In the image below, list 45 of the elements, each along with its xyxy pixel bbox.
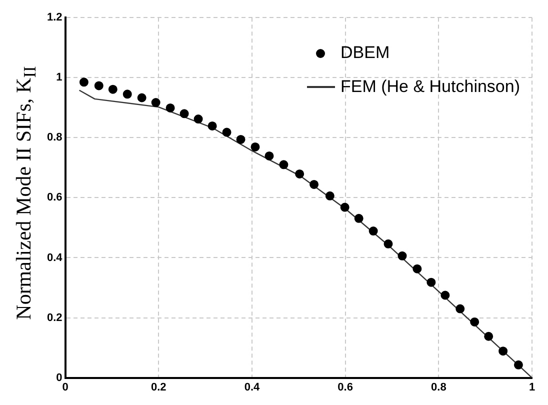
x-tick-label: 0.4	[244, 381, 260, 394]
point	[354, 214, 364, 223]
point	[279, 160, 288, 170]
point	[412, 264, 422, 274]
y-tick-label: 0.8	[46, 132, 62, 144]
y-tick-label: 0.2	[46, 312, 62, 324]
point	[264, 151, 274, 160]
point	[426, 278, 436, 287]
point	[310, 180, 319, 189]
point	[484, 332, 494, 341]
point	[222, 128, 232, 137]
y-tick-label: 1.2	[46, 12, 62, 24]
legend-label: FEM (He & Hutchinson)	[340, 76, 520, 98]
y-tick-label: 0.6	[46, 192, 62, 204]
point	[208, 121, 217, 130]
x-tick-label: 1	[528, 381, 536, 394]
point	[108, 84, 118, 94]
point	[250, 142, 260, 152]
point	[122, 90, 132, 99]
y-tick-label: 0.4	[46, 252, 64, 264]
point	[166, 103, 175, 112]
point	[470, 317, 480, 326]
point	[236, 134, 246, 144]
x-tick-label: 0.6	[338, 381, 353, 394]
point	[137, 93, 146, 102]
point	[440, 290, 450, 300]
point	[325, 191, 334, 200]
legend-label: DBEM	[340, 42, 390, 64]
y-tick-label: 1	[56, 72, 62, 84]
point	[340, 202, 350, 212]
x-tick-label: 0.8	[431, 381, 446, 394]
y-tick-label: 0	[56, 372, 62, 384]
point	[79, 78, 88, 87]
point	[456, 304, 465, 314]
point	[514, 360, 523, 370]
point	[295, 169, 304, 178]
point	[368, 226, 378, 236]
point	[151, 98, 160, 108]
point	[384, 239, 393, 248]
point	[194, 114, 203, 124]
point	[398, 251, 407, 260]
x-tick-label: 0.2	[150, 381, 166, 394]
point	[94, 81, 104, 90]
point	[498, 346, 508, 356]
point	[180, 109, 189, 118]
